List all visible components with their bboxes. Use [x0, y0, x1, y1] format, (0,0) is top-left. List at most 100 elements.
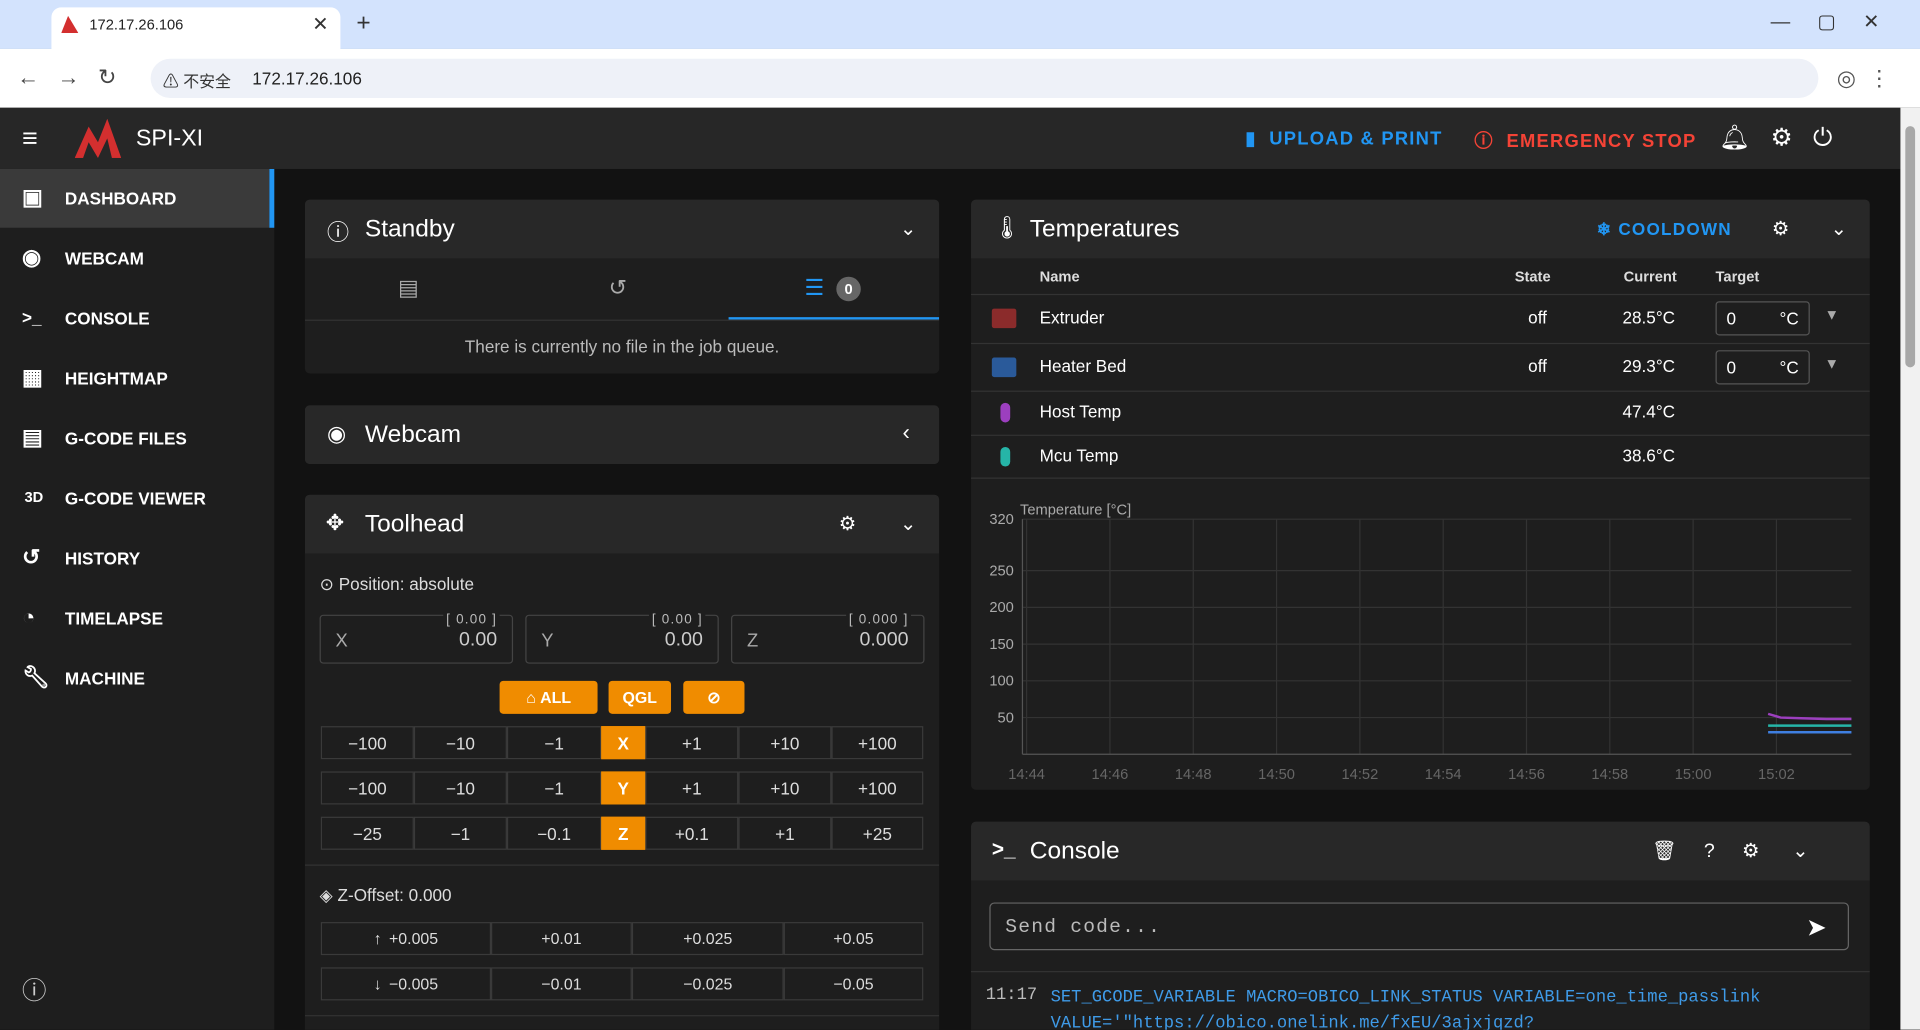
nav-item[interactable]: >_ CONSOLE	[0, 289, 269, 348]
help[interactable]: ⓘ	[22, 978, 47, 1006]
jog-button[interactable]: −100	[320, 771, 414, 805]
row-divider	[971, 434, 1870, 436]
nav-item[interactable]: ↺ HISTORY	[0, 529, 269, 588]
zoffset-value: +0.025	[683, 929, 733, 948]
zoffset-button[interactable]: −0.05	[783, 967, 924, 1001]
command-input[interactable]	[989, 902, 1849, 951]
jog-button[interactable]: +1	[645, 771, 739, 805]
x-tick-label: 14:58	[1591, 767, 1628, 783]
jog-button[interactable]: −25	[320, 816, 414, 850]
qgl[interactable]: QGL	[608, 680, 672, 714]
temp-icon: 🌡︎	[993, 215, 1022, 241]
zoffset-button[interactable]: +0.05	[783, 922, 924, 956]
jog-button[interactable]: −100	[320, 726, 414, 760]
new-tab[interactable]: +	[356, 9, 371, 37]
collapse[interactable]: ⌄	[900, 219, 917, 241]
collapse[interactable]: ⌄	[1830, 219, 1848, 241]
row-divider	[971, 390, 1870, 392]
files-tab[interactable]: ▤	[397, 275, 419, 301]
jog-button[interactable]: +25	[831, 816, 924, 850]
jog-button[interactable]: −1	[506, 771, 602, 805]
zoffset-button[interactable]: +0.01	[491, 922, 632, 956]
divider	[304, 864, 940, 866]
toolhead-icon: ✥	[325, 510, 345, 536]
nav-item[interactable]: ▤ G-CODE FILES	[0, 409, 269, 468]
target-value: 0	[1726, 357, 1737, 378]
zoffset-value: +0.01	[541, 929, 582, 948]
jog-button[interactable]: +100	[831, 771, 924, 805]
jog-button[interactable]: +10	[738, 771, 832, 805]
target-input[interactable]: 0 °C	[1715, 350, 1810, 385]
x-tick-label: 14:54	[1425, 767, 1462, 783]
scroll-thumb[interactable]	[1905, 126, 1916, 368]
settings[interactable]: ⚙	[838, 514, 857, 536]
omnibox[interactable]	[150, 58, 1819, 98]
zoffset-button[interactable]: −0.025	[631, 967, 784, 1001]
target-menu[interactable]: ▼	[1824, 306, 1840, 324]
tab-close[interactable]: ✕	[312, 14, 329, 36]
jog-button[interactable]: +1	[645, 726, 739, 760]
security-label[interactable]: ⚠ 不安全	[162, 72, 231, 91]
emergency-stop[interactable]: ⓘ EMERGENCY STOP	[1474, 131, 1697, 152]
window-controls[interactable]: — ▢ ✕	[1770, 12, 1880, 34]
sensor-icon	[1000, 446, 1011, 466]
panel-header	[971, 821, 1870, 881]
jog-button[interactable]: −1	[506, 726, 602, 760]
collapse[interactable]: ⌄	[900, 514, 917, 536]
app-icons[interactable]: 🔔︎ ⚙ ⏻	[1719, 124, 1833, 152]
sensor-name: Heater Bed	[1039, 355, 1127, 376]
jog-button[interactable]: −10	[413, 726, 507, 760]
upload-print[interactable]: ▮ UPLOAD & PRINT	[1245, 128, 1443, 150]
motors-off[interactable]: ⊘	[683, 680, 745, 714]
history-tab[interactable]: ↺	[608, 275, 628, 301]
zoffset-button[interactable]: −0.01	[491, 967, 632, 1001]
tab[interactable]	[51, 7, 341, 49]
position-field[interactable]: X [ 0.00 ] 0.00	[319, 612, 514, 664]
url[interactable]: 172.17.26.106	[252, 68, 362, 89]
position-mode[interactable]: ⊙ Position: absolute	[319, 574, 475, 594]
jog-button[interactable]: −10	[413, 771, 507, 805]
nav-item[interactable]: 3D G-CODE VIEWER	[0, 469, 269, 528]
jog-button[interactable]: −1	[413, 816, 507, 850]
jog-button[interactable]: +10	[738, 726, 832, 760]
nav-label: WEBCAM	[64, 248, 144, 269]
axis-target: [ 0.00 ]	[443, 612, 500, 627]
nav-item[interactable]: ◉ WEBCAM	[0, 229, 269, 288]
target-menu[interactable]: ▼	[1824, 355, 1840, 373]
target-input[interactable]: 0 °C	[1715, 301, 1810, 336]
position-field[interactable]: Z [ 0.000 ] 0.000	[731, 612, 925, 664]
zoffset-value: −0.025	[683, 974, 733, 994]
cooldown[interactable]: ❄ COOLDOWN	[1596, 219, 1732, 239]
expand[interactable]: ‹	[902, 420, 910, 445]
nav-item[interactable]: ▣ DASHBOARD	[0, 168, 270, 228]
y-tick-label: 100	[989, 674, 1014, 690]
log-time: 11:17	[985, 985, 1038, 1006]
panel-header	[304, 494, 940, 554]
nav-buttons[interactable]: ← → ↻	[17, 64, 117, 90]
nav-item[interactable]: 🔧︎ MACHINE	[0, 649, 269, 708]
jog-button[interactable]: −0.1	[506, 816, 602, 850]
jog-button[interactable]: +1	[738, 816, 832, 850]
zoffset-button[interactable]: ↑ +0.005	[320, 922, 492, 956]
queue-tab[interactable]: ☰	[804, 275, 825, 301]
browser-menu[interactable]: ◎ ⋮	[1836, 66, 1891, 91]
settings[interactable]: ⚙	[1771, 219, 1790, 241]
standby-panel: ⓘ Standby ⌄ ▤ ↺ ☰ 0 There is currently n…	[304, 199, 940, 374]
divider	[304, 1015, 940, 1017]
position-field[interactable]: Y [ 0.00 ] 0.00	[525, 612, 719, 664]
x-tick-label: 14:44	[1008, 767, 1045, 783]
zoffset-button[interactable]: +0.025	[631, 922, 784, 956]
nav-item[interactable]: ◔ TIMELAPSE	[0, 589, 269, 648]
menu-toggle[interactable]: ≡	[22, 122, 38, 154]
cooldown-label: COOLDOWN	[1618, 219, 1732, 239]
nav-item[interactable]: ▦ HEIGHTMAP	[0, 349, 269, 408]
zoffset-button[interactable]: ↓ −0.005	[320, 967, 492, 1001]
nav-icon: ◔	[22, 604, 36, 630]
jog-button[interactable]: +100	[831, 726, 924, 760]
axis-name: X	[335, 630, 348, 652]
jog-button[interactable]: +0.1	[645, 816, 739, 850]
console-actions[interactable]: 🗑︎ ? ⚙ ⌄	[1651, 841, 1809, 863]
send[interactable]: ➤	[1806, 914, 1827, 942]
home-all[interactable]: ⌂ ALL	[499, 680, 598, 714]
console-panel: >_ Console 🗑︎ ? ⚙ ⌄ Send code... ➤ 11:17…	[971, 821, 1870, 1030]
